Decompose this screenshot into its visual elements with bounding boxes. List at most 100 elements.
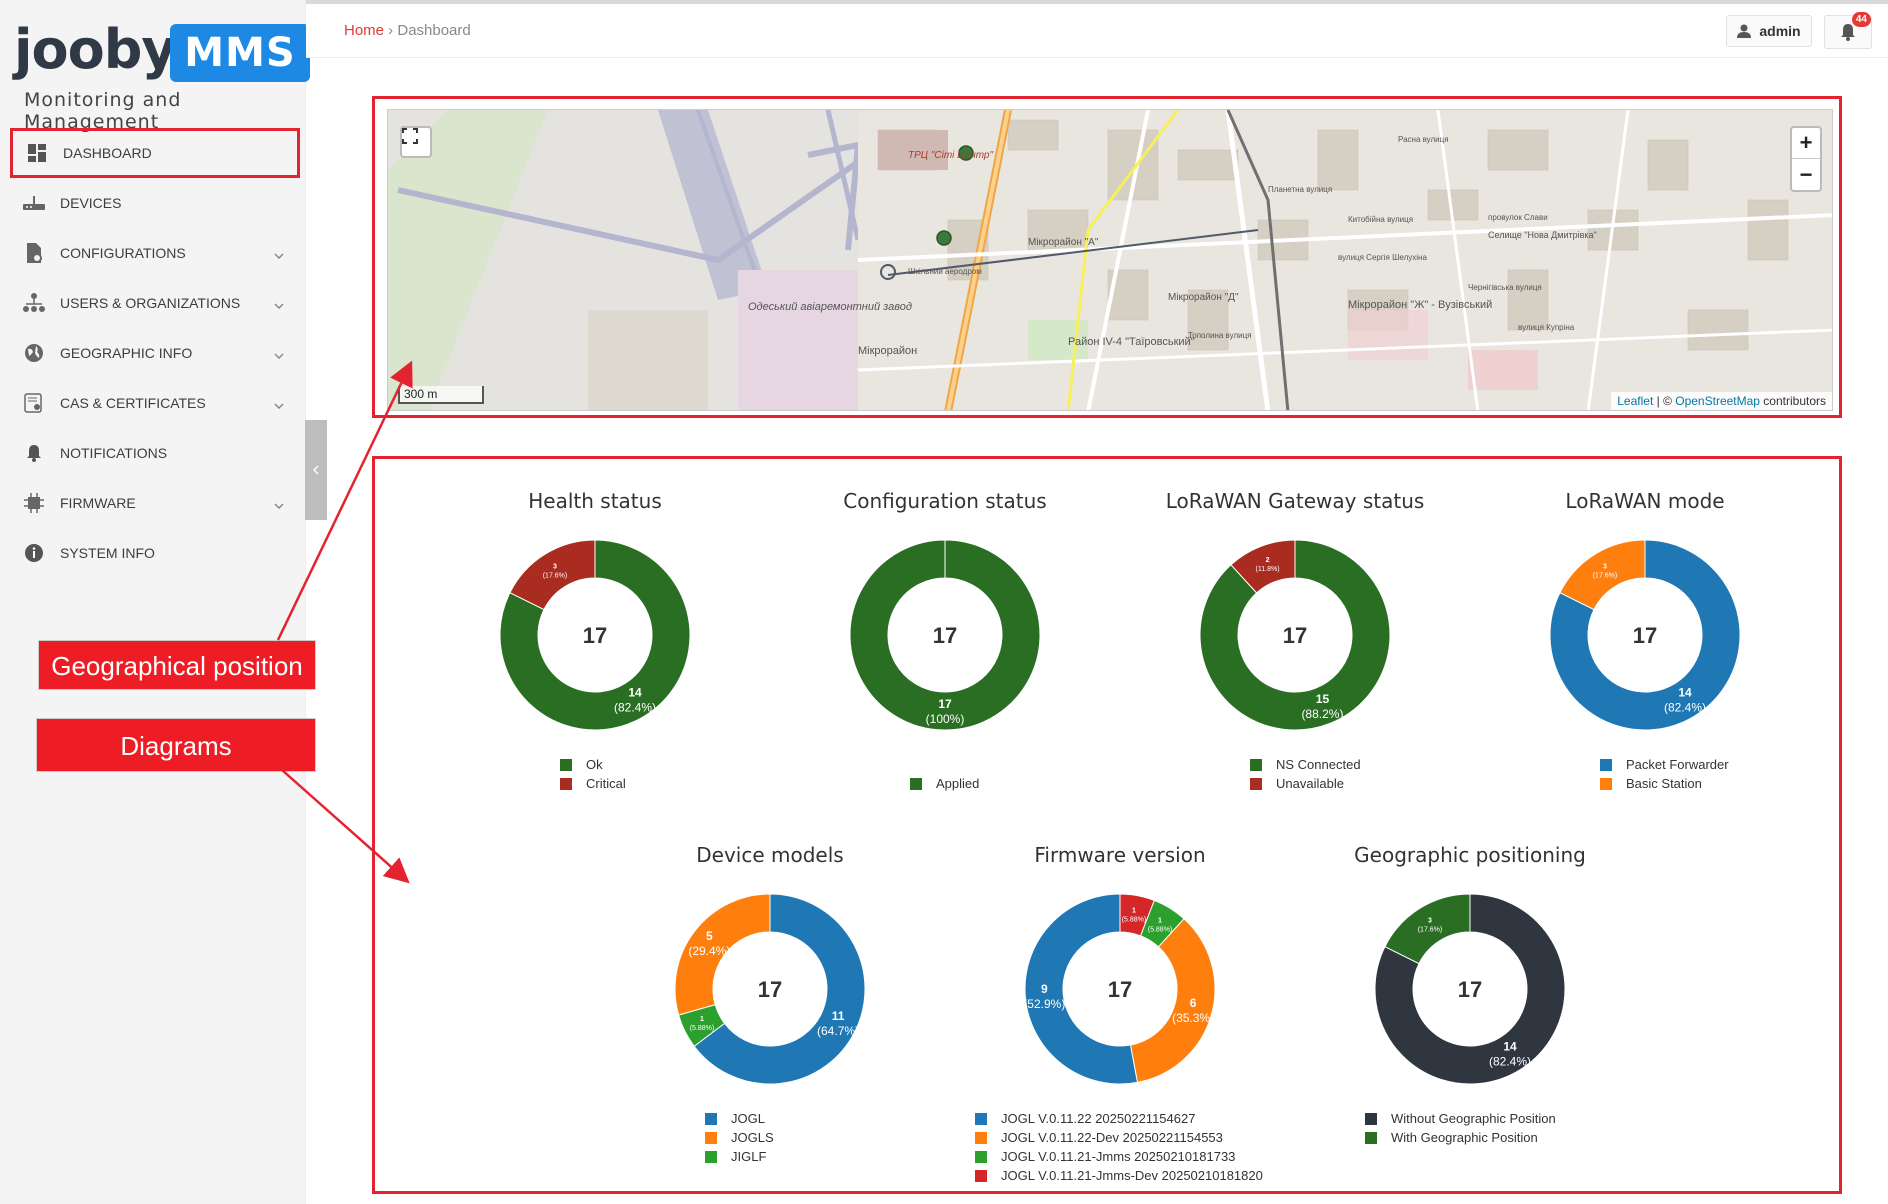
legend-item[interactable]: Basic Station [1600,774,1810,793]
chart-legend: NS Connected Unavailable [1130,755,1460,793]
sidebar-item-firmware[interactable]: FIRMWARE [10,478,300,528]
fullscreen-icon [402,128,418,144]
svg-text:Китобійна вулиця: Китобійна вулиця [1348,215,1413,224]
sidebar-item-users-organizations[interactable]: USERS & ORGANIZATIONS [10,278,300,328]
donut-total: 17 [758,977,782,1002]
legend-item[interactable]: JOGL V.0.11.21-Jmms 20250210181733 [975,1147,1285,1166]
legend-label: JOGL V.0.11.21-Jmms 20250210181733 [1001,1149,1236,1164]
sidebar-item-configurations[interactable]: CONFIGURATIONS [10,228,300,278]
slice-label: 17 (100%) [926,697,965,726]
diagrams-annotation-frame: Health status 14 (82.4%) 3 (17.6%) 17 Ok Critic… [372,456,1842,1194]
legend-swatch [1250,758,1262,771]
user-icon [1737,24,1752,38]
zoom-in-button[interactable]: + [1792,128,1820,159]
donut-slice[interactable] [1374,893,1566,1085]
legend-item[interactable]: Unavailable [1250,774,1460,793]
sidebar-collapse-toggle[interactable] [305,420,327,520]
legend-item[interactable]: JOGLS [705,1128,935,1147]
legend-label: Critical [586,776,626,791]
donut-slice[interactable] [499,539,691,731]
slice-percent: (35.3%) [1172,1011,1214,1025]
donut-slice[interactable] [1129,918,1216,1083]
slice-label: 3 (17.6%) [1418,917,1443,933]
geo-annotation-frame: ТРЦ "Сіті Центр" Мікрорайон "А" Одеський… [372,96,1842,418]
legend-item[interactable]: JOGL V.0.11.22-Dev 20250221154553 [975,1128,1285,1147]
slice-count: 14 [1503,1040,1517,1054]
legend-swatch [1365,1112,1377,1125]
user-name: admin [1759,23,1801,39]
donut-chart[interactable]: 14 (82.4%) 3 (17.6%) 17 [1535,525,1755,745]
breadcrumb-home-link[interactable]: Home [344,22,385,39]
topbar: Home › Dashboard admin 44 [306,0,1888,58]
legend-item[interactable]: JIGLF [705,1147,935,1166]
donut-chart[interactable]: 14 (82.4%) 3 (17.6%) 17 [485,525,705,745]
sidebar-item-label: SYSTEM INFO [60,545,155,561]
slice-percent: (5.88%) [1122,916,1147,923]
svg-text:Расна вулиця: Расна вулиця [1398,135,1449,144]
zoom-control: + − [1790,126,1822,192]
legend-item[interactable]: With Geographic Position [1365,1128,1635,1147]
legend-item[interactable]: JOGL [705,1109,935,1128]
sidebar-item-devices[interactable]: DEVICES [10,178,300,228]
user-menu-button[interactable]: admin [1726,15,1812,47]
donut-chart[interactable]: 17 (100%)17 [835,525,1055,745]
donut-chart[interactable]: 15 (88.2%) 2 (11.8%) 17 [1185,525,1405,745]
donut-chart[interactable]: 14 (82.4%) 3 (17.6%) 17 [1360,879,1580,1099]
brand-logo[interactable]: jooby MMS Monitoring and Management [14,14,310,133]
map-tiles: ТРЦ "Сіті Центр" Мікрорайон "А" Одеський… [388,110,1832,410]
donut-slice[interactable] [693,893,866,1085]
fullscreen-button[interactable] [400,126,432,158]
sidebar-item-notifications[interactable]: NOTIFICATIONS [10,428,300,478]
donut-slice[interactable] [1199,539,1391,731]
legend-item[interactable]: Ok [560,755,760,774]
chart-geo: Geographic positioning 14 (82.4%) 3 (17.6%) 1… [1305,843,1635,1147]
donut-slice[interactable] [1559,539,1646,611]
donut-slice[interactable] [1230,539,1296,594]
svg-text:Район IV-4 "Таїровський": Район IV-4 "Таїровський" [1068,336,1195,348]
sidebar-item-dashboard[interactable]: DASHBOARD [10,128,300,178]
attribution-separator: | © [1653,394,1676,408]
donut-slice[interactable] [509,539,596,611]
breadcrumb: Home › Dashboard [344,22,471,39]
slice-label: 14 (82.4%) [1489,1040,1531,1069]
svg-text:Шкільний аеродром: Шкільний аеродром [908,267,982,276]
sidebar-item-geographic-info[interactable]: GEOGRAPHIC INFO [10,328,300,378]
sidebar-item-system-info[interactable]: SYSTEM INFO [10,528,300,578]
donut-slice[interactable] [1024,893,1139,1085]
legend-item[interactable]: NS Connected [1250,755,1460,774]
leaflet-link[interactable]: Leaflet [1617,394,1654,408]
slice-percent: (88.2%) [1301,707,1343,721]
legend-item[interactable]: Critical [560,774,760,793]
legend-item[interactable]: Without Geographic Position [1365,1109,1635,1128]
notifications-button[interactable]: 44 [1824,12,1872,49]
legend-swatch [705,1131,717,1144]
donut-slice[interactable] [674,893,771,1016]
legend-item[interactable]: JOGL V.0.11.22 20250221154627 [975,1109,1285,1128]
legend-swatch [910,777,922,790]
sidebar-item-cas-certificates[interactable]: CAS & CERTIFICATES [10,378,300,428]
chevron-down-icon [274,496,284,512]
donut-slice[interactable] [1384,893,1471,965]
donut-slice[interactable] [1549,539,1741,731]
slice-count: 1 [700,1016,704,1023]
device-map[interactable]: ТРЦ "Сіті Центр" Мікрорайон "А" Одеський… [387,109,1833,411]
chart-firmware: Firmware version 1 (5.88%) 1 (5.88%) 6 (35.3%)… [955,843,1285,1185]
breadcrumb-current: Dashboard [397,22,471,39]
legend-label: JOGLS [731,1130,774,1145]
legend-swatch [560,758,572,771]
zoom-out-button[interactable]: − [1799,161,1813,187]
donut-chart[interactable]: 11 (64.7%) 1 (5.88%) 5 (29.4%) 17 [660,879,880,1099]
chart-title: Device models [696,843,844,867]
slice-count: 2 [1266,557,1270,564]
map-scale: 300 m [398,386,484,404]
legend-item[interactable]: Packet Forwarder [1600,755,1810,774]
legend-item[interactable]: JOGL V.0.11.21-Jmms-Dev 20250210181820 [975,1166,1285,1185]
slice-label: 3 (17.6%) [543,563,568,579]
info-icon [22,541,46,565]
slice-label: 2 (11.8%) [1256,557,1280,573]
legend-item[interactable]: Applied [910,774,1110,793]
donut-slice[interactable] [849,539,1041,731]
donut-chart[interactable]: 1 (5.88%) 1 (5.88%) 6 (35.3%) 9 (52.9%) 17 [1010,879,1230,1099]
osm-link[interactable]: OpenStreetMap [1675,394,1760,408]
